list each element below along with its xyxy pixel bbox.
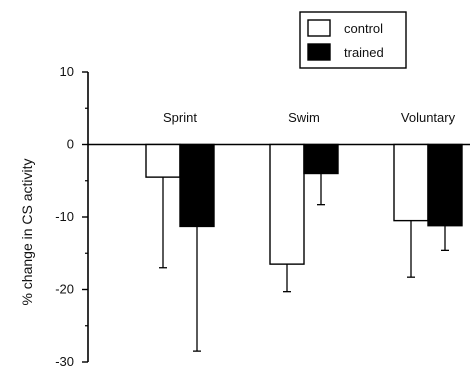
label-layer: Sprint Swim Voluntary <box>163 110 456 125</box>
category-label-sprint: Sprint <box>163 110 197 125</box>
y-axis-label: % change in CS activity <box>19 158 35 305</box>
bar-control-swim <box>269 143 305 265</box>
bar-trained-sprint <box>179 143 215 228</box>
bar-trained-swim <box>303 143 339 175</box>
bar-control-voluntary <box>393 143 429 222</box>
legend-swatch-control <box>307 19 331 37</box>
bar-control-sprint <box>145 143 181 178</box>
legend: control trained <box>299 11 407 69</box>
legend-swatch-trained <box>307 43 331 61</box>
y-tick-label: 10 <box>60 64 74 79</box>
y-tick-label: -20 <box>55 282 74 297</box>
legend-label-trained: trained <box>344 45 384 60</box>
y-tick-label: -10 <box>55 209 74 224</box>
y-tick-label: -30 <box>55 354 74 368</box>
legend-label-control: control <box>344 21 383 36</box>
y-tick-label: 0 <box>67 137 74 152</box>
bar-trained-voluntary <box>427 143 463 227</box>
category-label-voluntary: Voluntary <box>401 110 456 125</box>
bar-layer <box>145 143 463 265</box>
error-bar-layer <box>159 173 449 352</box>
category-label-swim: Swim <box>288 110 320 125</box>
